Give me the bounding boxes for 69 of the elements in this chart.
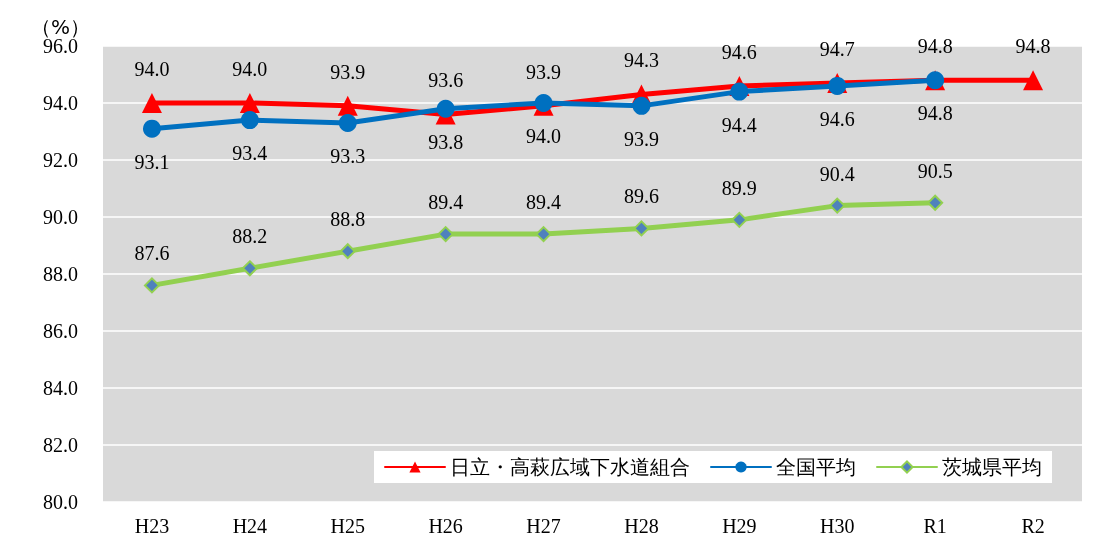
y-tick-label: 82.0	[43, 434, 78, 456]
x-tick-label: R1	[923, 515, 947, 537]
data-label: 94.0	[232, 58, 268, 80]
x-tick-label: R2	[1021, 515, 1045, 537]
data-label: 89.9	[721, 176, 757, 199]
data-label: 94.0	[134, 58, 170, 80]
data-label: 88.8	[330, 208, 366, 231]
x-tick-label: H30	[820, 515, 855, 537]
data-label: 88.2	[232, 225, 268, 248]
data-label: 93.1	[134, 150, 170, 173]
y-tick-label: 80.0	[43, 491, 78, 513]
x-tick-label: H24	[232, 515, 268, 537]
data-label: 94.8	[917, 35, 953, 58]
point	[632, 96, 651, 115]
data-label: 93.6	[428, 69, 464, 92]
point	[829, 197, 846, 214]
data-label: 94.8	[917, 102, 953, 125]
data-label: 94.3	[623, 49, 659, 72]
data-label: 93.9	[526, 60, 562, 83]
point	[436, 99, 455, 118]
point	[338, 113, 357, 132]
y-tick-label: 90.0	[43, 206, 78, 228]
data-label: 93.4	[232, 142, 268, 165]
data-label: 89.4	[428, 191, 464, 214]
x-tick-label: H25	[330, 515, 365, 537]
x-tick-label: H26	[428, 515, 463, 537]
y-axis-title: （%）	[31, 15, 91, 39]
data-label: 89.4	[526, 191, 562, 214]
data-label: 93.8	[428, 130, 464, 153]
point	[240, 111, 259, 130]
point	[337, 95, 358, 116]
data-label: 94.0	[526, 125, 562, 147]
point	[1023, 70, 1044, 91]
data-label: 90.4	[819, 162, 855, 185]
point	[927, 194, 944, 211]
data-label: 93.9	[330, 60, 366, 83]
point	[339, 243, 356, 260]
x-tick-label: H23	[134, 515, 170, 537]
y-tick-label: 84.0	[43, 377, 78, 399]
point	[241, 260, 258, 277]
data-label: 93.3	[330, 144, 366, 167]
point	[239, 93, 260, 113]
data-label: 87.6	[134, 242, 170, 265]
x-tick-label: H27	[526, 515, 561, 537]
data-label: 94.6	[819, 107, 855, 130]
point	[437, 226, 454, 243]
y-tick-label: 92.0	[43, 149, 78, 171]
point	[142, 119, 161, 138]
data-label: 94.4	[721, 113, 757, 136]
data-label: 93.9	[623, 127, 659, 150]
x-tick-label: H28	[624, 515, 659, 537]
data-label: 94.6	[721, 40, 757, 63]
legend-label: 日立・高萩広域下水道組合	[450, 455, 690, 479]
point	[141, 93, 162, 113]
point	[731, 211, 748, 228]
y-tick-label: 88.0	[43, 263, 78, 285]
x-tick-label: H29	[722, 515, 757, 537]
y-tick-label: 94.0	[43, 92, 78, 114]
data-label: 90.5	[917, 159, 953, 182]
point	[535, 226, 552, 243]
data-label: 89.6	[623, 185, 659, 208]
y-tick-label: 86.0	[43, 320, 78, 342]
point	[143, 277, 160, 294]
point	[633, 220, 650, 237]
data-label: 94.8	[1015, 35, 1051, 58]
legend-label: 茨城県平均	[942, 455, 1042, 479]
legend-label: 全国平均	[776, 455, 856, 479]
data-label: 94.7	[819, 38, 855, 61]
point	[730, 82, 749, 101]
